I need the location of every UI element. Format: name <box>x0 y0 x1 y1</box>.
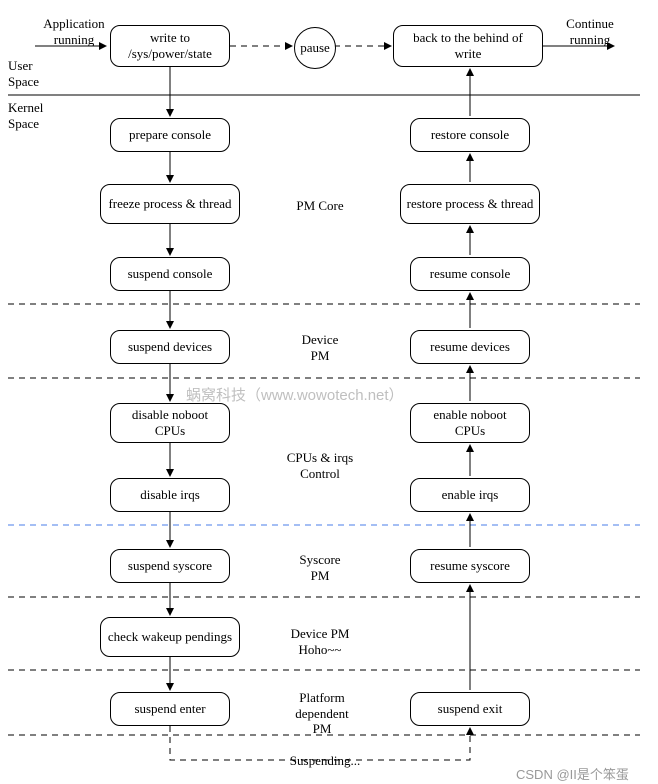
label: suspend syscore <box>128 558 212 574</box>
label-platform-pm: PlatformdependentPM <box>282 690 362 737</box>
node-freeze: freeze process & thread <box>100 184 240 224</box>
node-enable-cpus: enable nobootCPUs <box>410 403 530 443</box>
label: resume syscore <box>430 558 510 574</box>
label: resume devices <box>430 339 510 355</box>
label-device-pm: DevicePM <box>285 332 355 363</box>
node-disable-cpus: disable nobootCPUs <box>110 403 230 443</box>
node-resume-devices: resume devices <box>410 330 530 364</box>
node-resume-syscore: resume syscore <box>410 549 530 583</box>
label-cpus-irqs: CPUs & irqsControl <box>275 450 365 481</box>
label: enable irqs <box>442 487 499 503</box>
node-restore-console-top: restore console <box>410 118 530 152</box>
node-enable-irqs: enable irqs <box>410 478 530 512</box>
node-check-wakeup: check wakeup pendings <box>100 617 240 657</box>
label: restore process & thread <box>407 196 534 212</box>
node-disable-irqs: disable irqs <box>110 478 230 512</box>
label: check wakeup pendings <box>108 629 232 645</box>
label: write to/sys/power/state <box>128 30 212 61</box>
node-pause: pause <box>294 27 336 69</box>
label-syscore-pm: SyscorePM <box>285 552 355 583</box>
label: suspend devices <box>128 339 212 355</box>
node-suspend-devices: suspend devices <box>110 330 230 364</box>
node-write: write to/sys/power/state <box>110 25 230 67</box>
label: resume console <box>430 266 511 282</box>
node-restore-process: restore process & thread <box>400 184 540 224</box>
label-pm-core: PM Core <box>285 198 355 214</box>
node-suspend-exit: suspend exit <box>410 692 530 726</box>
watermark: 蜗窝科技（www.wowotech.net） <box>186 384 404 405</box>
label: restore console <box>431 127 509 143</box>
node-prepare-console: prepare console <box>110 118 230 152</box>
label-device-pm-hoho: Device PMHoho~~ <box>280 626 360 657</box>
node-resume-console: resume console <box>410 257 530 291</box>
label-kernel-space: KernelSpace <box>8 100 58 131</box>
label-application-running: Applicationrunning <box>39 16 109 47</box>
label-continue-running: Continuerunning <box>555 16 625 47</box>
label: suspend enter <box>134 701 205 717</box>
label: suspend console <box>128 266 213 282</box>
label-suspending: Suspending... <box>280 753 370 769</box>
label: pause <box>300 40 330 56</box>
node-back: back to the behind ofwrite <box>393 25 543 67</box>
credit: CSDN @II是个笨蛋 <box>516 764 629 783</box>
node-suspend-console: suspend console <box>110 257 230 291</box>
label: disable nobootCPUs <box>132 407 208 438</box>
node-suspend-syscore: suspend syscore <box>110 549 230 583</box>
label: suspend exit <box>438 701 503 717</box>
label: freeze process & thread <box>108 196 231 212</box>
label-user-space: UserSpace <box>8 58 58 89</box>
label: back to the behind ofwrite <box>413 30 523 61</box>
label: enable nobootCPUs <box>433 407 506 438</box>
node-suspend-enter: suspend enter <box>110 692 230 726</box>
label: disable irqs <box>140 487 200 503</box>
label: prepare console <box>129 127 211 143</box>
